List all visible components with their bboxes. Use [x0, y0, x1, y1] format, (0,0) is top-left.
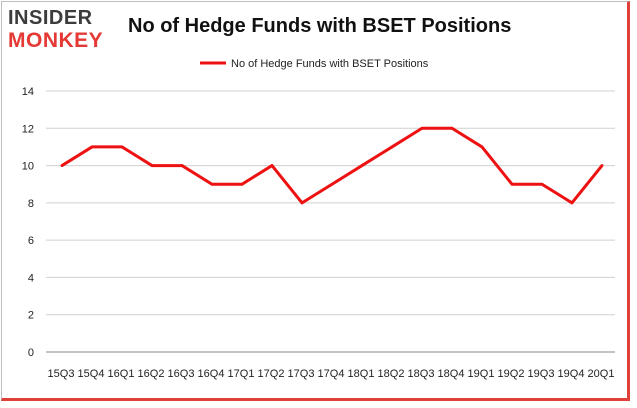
- x-tick-label: 16Q1: [108, 368, 135, 380]
- data-point: [390, 145, 394, 149]
- y-tick-label: 0: [28, 347, 34, 359]
- data-point: [570, 201, 574, 205]
- x-tick-label: 19Q1: [468, 368, 495, 380]
- data-point: [600, 164, 604, 167]
- logo-line-1: INSIDER: [8, 7, 93, 29]
- x-tick-label: 18Q4: [438, 368, 465, 380]
- y-tick-label: 4: [28, 272, 34, 284]
- y-tick-label: 2: [28, 310, 34, 322]
- data-point: [450, 126, 454, 130]
- data-point: [270, 164, 274, 167]
- x-tick-label: 18Q1: [348, 368, 375, 380]
- y-tick-label: 6: [28, 235, 34, 247]
- logo-line-2: MONKEY: [8, 29, 104, 52]
- data-point: [180, 164, 184, 167]
- data-point: [60, 164, 64, 167]
- x-tick-label: 20Q1: [588, 368, 615, 380]
- chart-title: No of Hedge Funds with BSET Positions: [128, 15, 512, 37]
- y-tick-label: 8: [28, 198, 34, 210]
- y-tick-label: 10: [22, 161, 34, 173]
- x-tick-label: 15Q4: [78, 368, 105, 380]
- x-tick-label: 19Q2: [498, 368, 525, 380]
- data-point: [210, 182, 214, 186]
- data-point: [510, 182, 514, 186]
- data-point: [360, 164, 364, 167]
- x-tick-label: 18Q3: [408, 368, 435, 380]
- x-tick-label: 17Q2: [258, 368, 285, 380]
- data-point: [420, 126, 424, 130]
- x-tick-label: 16Q3: [168, 368, 195, 380]
- x-tick-label: 16Q2: [138, 368, 165, 380]
- x-tick-label: 17Q3: [288, 368, 315, 380]
- x-tick-label: 17Q4: [318, 368, 345, 380]
- x-tick-label: 19Q3: [528, 368, 555, 380]
- x-tick-label: 17Q1: [228, 368, 255, 380]
- insider-monkey-logo: INSIDER MONKEY: [6, 6, 118, 54]
- data-point: [120, 145, 124, 149]
- data-point: [150, 164, 154, 167]
- x-tick-label: 18Q2: [378, 368, 405, 380]
- legend-label: No of Hedge Funds with BSET Positions: [231, 58, 429, 70]
- data-point: [330, 182, 334, 186]
- x-tick-label: 19Q4: [558, 368, 585, 380]
- data-point: [540, 182, 544, 186]
- y-tick-label: 14: [22, 86, 34, 98]
- x-tick-label: 16Q4: [198, 368, 225, 380]
- chart-frame: [1, 1, 630, 401]
- data-point: [480, 145, 484, 149]
- y-tick-label: 12: [22, 123, 34, 135]
- data-point: [300, 201, 304, 205]
- x-tick-label: 15Q3: [48, 368, 75, 380]
- data-point: [90, 145, 94, 149]
- data-point: [240, 182, 244, 186]
